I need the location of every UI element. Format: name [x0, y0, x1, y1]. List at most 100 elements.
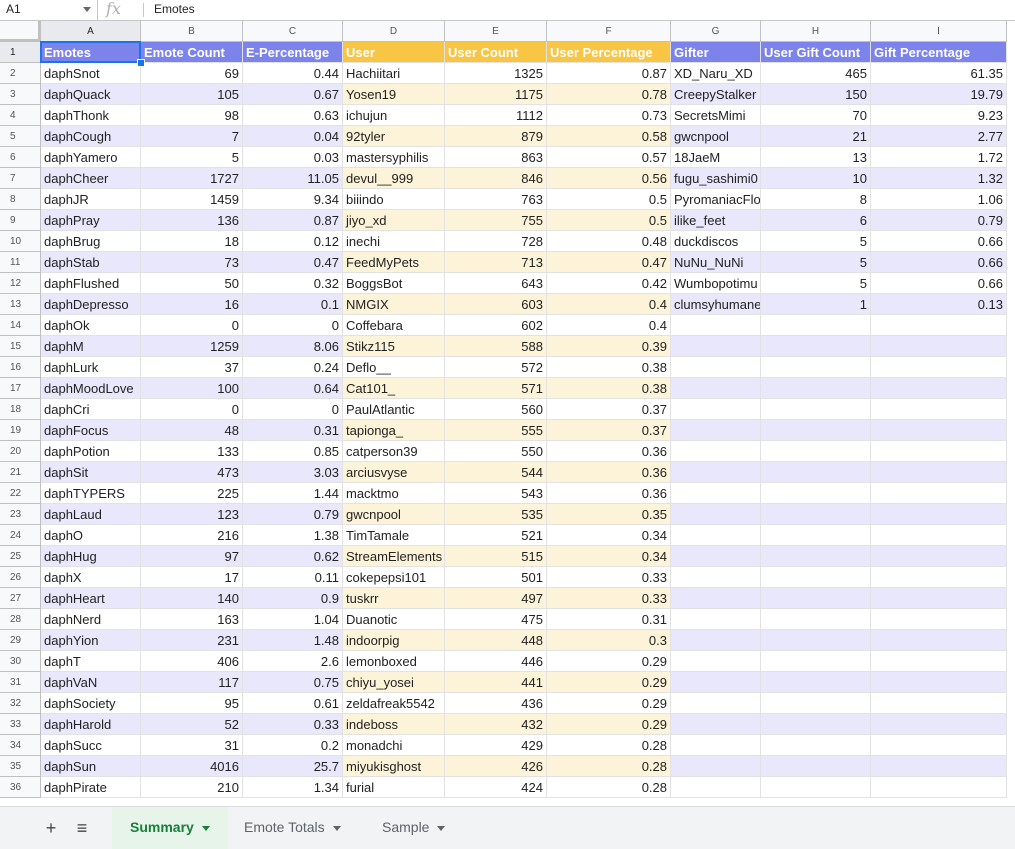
table-cell[interactable]: 0.03	[243, 147, 343, 168]
column-header-c[interactable]: C	[243, 21, 343, 42]
chevron-down-icon[interactable]	[201, 825, 210, 831]
table-cell[interactable]: 0.33	[547, 588, 671, 609]
row-header[interactable]: 26	[0, 567, 41, 588]
table-cell[interactable]: daphSucc	[41, 735, 141, 756]
table-cell[interactable]: 18	[141, 231, 243, 252]
row-header[interactable]: 10	[0, 231, 41, 252]
table-cell[interactable]: 105	[141, 84, 243, 105]
table-cell[interactable]: 0.5	[547, 210, 671, 231]
tab-sample[interactable]: Sample	[364, 807, 463, 849]
table-cell[interactable]: gwcnpool	[343, 504, 445, 525]
table-cell[interactable]	[871, 714, 1007, 735]
header-cell[interactable]: User Gift Count	[761, 42, 871, 63]
row-header[interactable]: 27	[0, 588, 41, 609]
table-cell[interactable]: 0.36	[547, 441, 671, 462]
table-cell[interactable]: 571	[445, 378, 547, 399]
table-cell[interactable]: daphVaN	[41, 672, 141, 693]
row-header[interactable]: 7	[0, 168, 41, 189]
table-cell[interactable]: 133	[141, 441, 243, 462]
table-cell[interactable]: 0.29	[547, 672, 671, 693]
table-cell[interactable]: 426	[445, 756, 547, 777]
table-cell[interactable]: jiyo_xd	[343, 210, 445, 231]
table-cell[interactable]: daphHarold	[41, 714, 141, 735]
table-cell[interactable]: 755	[445, 210, 547, 231]
row-header[interactable]: 13	[0, 294, 41, 315]
table-cell[interactable]: devul__999	[343, 168, 445, 189]
table-cell[interactable]: 0.28	[547, 777, 671, 798]
table-cell[interactable]: 0.39	[547, 336, 671, 357]
table-cell[interactable]: FeedMyPets	[343, 252, 445, 273]
table-cell[interactable]: 603	[445, 294, 547, 315]
table-cell[interactable]: 0.44	[243, 63, 343, 84]
table-cell[interactable]: 95	[141, 693, 243, 714]
table-cell[interactable]: 8.06	[243, 336, 343, 357]
table-cell[interactable]: 544	[445, 462, 547, 483]
table-cell[interactable]: 0.48	[547, 231, 671, 252]
table-cell[interactable]: 432	[445, 714, 547, 735]
table-cell[interactable]: 0.58	[547, 126, 671, 147]
table-cell[interactable]	[871, 399, 1007, 420]
table-cell[interactable]: 0.13	[871, 294, 1007, 315]
table-cell[interactable]: daphStab	[41, 252, 141, 273]
row-header[interactable]: 14	[0, 315, 41, 336]
table-cell[interactable]: PaulAtlantic	[343, 399, 445, 420]
table-cell[interactable]: 1.48	[243, 630, 343, 651]
table-cell[interactable]: 0.61	[243, 693, 343, 714]
table-cell[interactable]: 0	[141, 315, 243, 336]
table-cell[interactable]	[871, 756, 1007, 777]
table-cell[interactable]: 9.23	[871, 105, 1007, 126]
table-cell[interactable]	[671, 357, 761, 378]
table-cell[interactable]: 0.31	[547, 609, 671, 630]
table-cell[interactable]: 475	[445, 609, 547, 630]
table-cell[interactable]: inechi	[343, 231, 445, 252]
table-cell[interactable]: daphPotion	[41, 441, 141, 462]
table-cell[interactable]: 0.75	[243, 672, 343, 693]
table-cell[interactable]: 136	[141, 210, 243, 231]
table-cell[interactable]: daphHug	[41, 546, 141, 567]
table-cell[interactable]: 1	[761, 294, 871, 315]
table-cell[interactable]: 21	[761, 126, 871, 147]
table-cell[interactable]	[671, 546, 761, 567]
table-cell[interactable]: BoggsBot	[343, 273, 445, 294]
table-cell[interactable]: 0.12	[243, 231, 343, 252]
row-header[interactable]: 23	[0, 504, 41, 525]
table-cell[interactable]: 0.38	[547, 357, 671, 378]
table-cell[interactable]: Duanotic	[343, 609, 445, 630]
table-cell[interactable]	[761, 714, 871, 735]
table-cell[interactable]	[871, 462, 1007, 483]
plus-icon[interactable]: +	[45, 818, 57, 838]
name-box[interactable]: A1	[0, 0, 98, 20]
table-cell[interactable]	[871, 567, 1007, 588]
table-cell[interactable]: TimTamale	[343, 525, 445, 546]
table-cell[interactable]	[761, 756, 871, 777]
table-cell[interactable]	[671, 462, 761, 483]
table-cell[interactable]: 0.9	[243, 588, 343, 609]
table-cell[interactable]: daphPray	[41, 210, 141, 231]
table-cell[interactable]	[671, 693, 761, 714]
header-cell[interactable]: User Count	[445, 42, 547, 63]
table-cell[interactable]: daphSnot	[41, 63, 141, 84]
table-cell[interactable]: 1.72	[871, 147, 1007, 168]
table-cell[interactable]: 98	[141, 105, 243, 126]
table-cell[interactable]: 231	[141, 630, 243, 651]
table-cell[interactable]: 216	[141, 525, 243, 546]
table-cell[interactable]: 0.2	[243, 735, 343, 756]
row-header[interactable]: 1	[0, 42, 41, 63]
table-cell[interactable]	[671, 777, 761, 798]
table-cell[interactable]: 0.04	[243, 126, 343, 147]
table-cell[interactable]	[761, 651, 871, 672]
table-cell[interactable]	[871, 420, 1007, 441]
table-cell[interactable]: 0.36	[547, 483, 671, 504]
table-cell[interactable]	[761, 546, 871, 567]
table-cell[interactable]: Hachiitari	[343, 63, 445, 84]
table-cell[interactable]	[761, 630, 871, 651]
table-cell[interactable]: daphYion	[41, 630, 141, 651]
table-cell[interactable]: 0.4	[547, 294, 671, 315]
table-cell[interactable]: daphLurk	[41, 357, 141, 378]
table-cell[interactable]	[761, 735, 871, 756]
table-cell[interactable]	[761, 483, 871, 504]
table-cell[interactable]	[761, 504, 871, 525]
table-cell[interactable]	[761, 609, 871, 630]
table-cell[interactable]: catperson39	[343, 441, 445, 462]
table-cell[interactable]	[671, 735, 761, 756]
